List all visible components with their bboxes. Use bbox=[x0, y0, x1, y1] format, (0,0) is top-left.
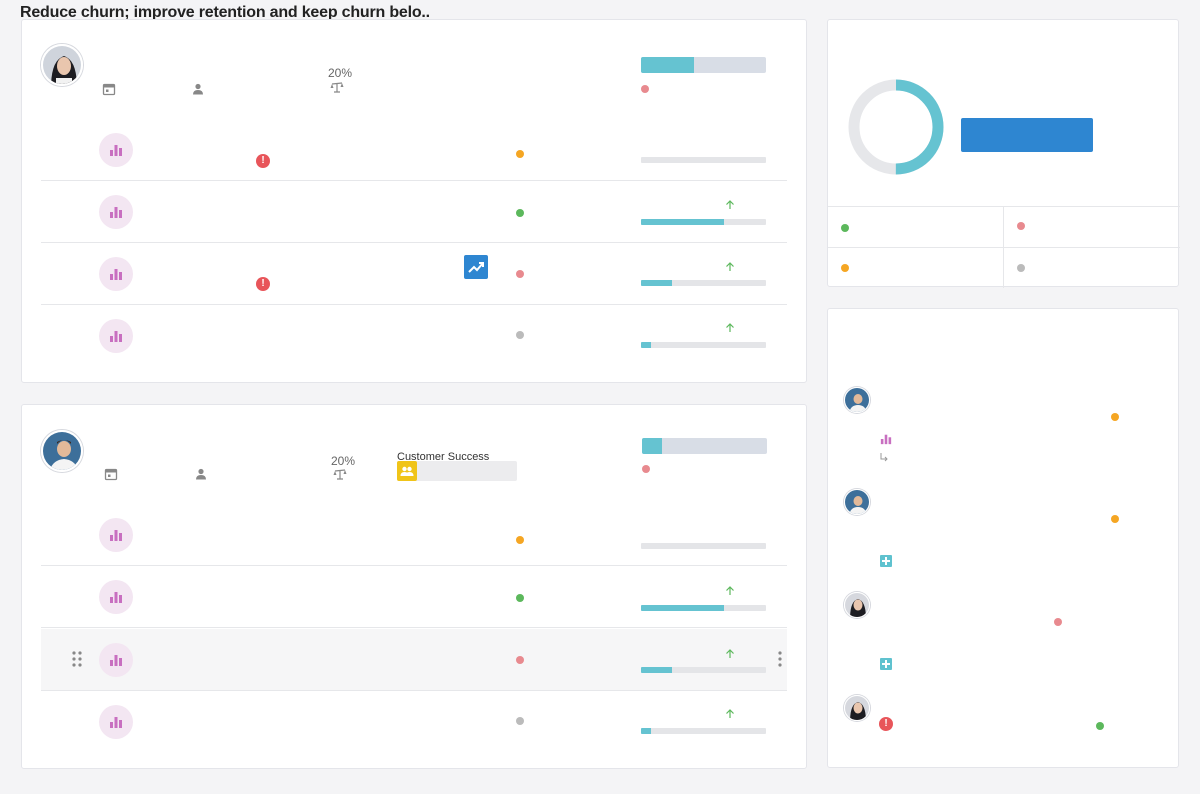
more-menu-icon[interactable] bbox=[778, 651, 782, 667]
reply-arrow-icon bbox=[880, 453, 888, 462]
objective-status-dot bbox=[642, 465, 650, 473]
bar-chart-icon bbox=[99, 319, 133, 353]
kr-progress-bar bbox=[641, 728, 766, 734]
kr-progress-bar bbox=[641, 667, 766, 673]
activity-status-dot bbox=[1111, 413, 1119, 421]
page-title: Reduce churn; improve retention and keep… bbox=[20, 4, 430, 21]
activity-avatar[interactable] bbox=[844, 387, 870, 413]
trend-icon[interactable] bbox=[464, 255, 488, 279]
progress-donut bbox=[848, 79, 944, 175]
team-label: Customer Success bbox=[397, 451, 490, 463]
key-result-row[interactable] bbox=[41, 566, 787, 628]
activity-status-dot bbox=[1111, 515, 1119, 523]
alert-icon[interactable]: ! bbox=[256, 154, 270, 168]
bar-chart-icon bbox=[99, 580, 133, 614]
key-result-row[interactable] bbox=[41, 305, 787, 367]
legend-dot bbox=[1017, 264, 1025, 272]
weight-percent: 20% bbox=[328, 66, 353, 80]
status-dot bbox=[516, 717, 524, 725]
person-icon bbox=[193, 83, 203, 95]
bar-chart-icon bbox=[99, 518, 133, 552]
key-result-row[interactable]: ! bbox=[41, 243, 787, 305]
alert-icon[interactable]: ! bbox=[879, 717, 893, 731]
key-result-row[interactable] bbox=[41, 691, 787, 753]
summary-card bbox=[827, 19, 1180, 288]
key-result-row[interactable] bbox=[41, 504, 787, 566]
status-dot bbox=[516, 150, 524, 158]
bar-chart-icon bbox=[99, 195, 133, 229]
bar-chart-icon bbox=[99, 643, 133, 677]
kr-progress-bar bbox=[641, 157, 766, 163]
owner-avatar[interactable] bbox=[41, 44, 83, 86]
legend-item bbox=[1004, 247, 1180, 288]
weight-percent: 20% bbox=[331, 454, 356, 468]
legend-dot bbox=[1017, 222, 1025, 230]
activity-status-dot bbox=[1096, 722, 1104, 730]
arrow-up-icon bbox=[726, 200, 734, 209]
objective-card: 20% ! ! bbox=[21, 19, 807, 383]
alert-icon[interactable]: ! bbox=[256, 277, 270, 291]
team-pill[interactable] bbox=[397, 461, 517, 481]
objective-progress-bar bbox=[641, 57, 766, 73]
calendar-icon bbox=[104, 468, 118, 481]
arrow-up-icon bbox=[726, 649, 734, 658]
puzzle-icon bbox=[880, 658, 892, 670]
arrow-up-icon bbox=[726, 323, 734, 332]
legend-dot bbox=[841, 224, 849, 232]
objective-progress-bar bbox=[642, 438, 767, 454]
bar-chart-icon bbox=[880, 434, 892, 445]
legend-dot bbox=[841, 264, 849, 272]
status-dot bbox=[516, 331, 524, 339]
objective-card: 20% Customer Success bbox=[21, 404, 807, 769]
bar-chart-icon bbox=[99, 257, 133, 291]
activity-card: ! bbox=[827, 308, 1179, 768]
arrow-up-icon bbox=[726, 586, 734, 595]
activity-avatar[interactable] bbox=[844, 489, 870, 515]
puzzle-icon bbox=[880, 555, 892, 567]
drag-handle-icon[interactable] bbox=[72, 651, 82, 667]
scale-icon bbox=[330, 82, 344, 93]
activity-avatar[interactable] bbox=[844, 592, 870, 618]
bar-chart-icon bbox=[99, 705, 133, 739]
status-dot bbox=[516, 594, 524, 602]
activity-avatar[interactable] bbox=[844, 695, 870, 721]
key-result-row[interactable] bbox=[41, 629, 787, 691]
kr-progress-bar bbox=[641, 543, 766, 549]
kr-progress-bar bbox=[641, 605, 766, 611]
person-icon bbox=[196, 468, 206, 480]
kr-progress-bar bbox=[641, 219, 766, 225]
owner-avatar[interactable] bbox=[41, 430, 83, 472]
team-icon bbox=[397, 461, 417, 481]
bar-chart-icon bbox=[99, 133, 133, 167]
status-dot bbox=[516, 656, 524, 664]
scale-icon bbox=[333, 469, 347, 480]
activity-status-dot bbox=[1054, 618, 1062, 626]
calendar-icon bbox=[102, 83, 116, 96]
kr-progress-bar bbox=[641, 342, 766, 348]
key-result-row[interactable]: ! bbox=[41, 119, 787, 181]
legend-item bbox=[828, 206, 1004, 247]
status-dot bbox=[516, 270, 524, 278]
legend-item bbox=[1004, 206, 1180, 247]
status-dot bbox=[516, 536, 524, 544]
status-dot bbox=[516, 209, 524, 217]
key-result-row[interactable] bbox=[41, 181, 787, 243]
arrow-up-icon bbox=[726, 709, 734, 718]
legend-item bbox=[828, 247, 1004, 288]
objective-status-dot bbox=[641, 85, 649, 93]
arrow-up-icon bbox=[726, 262, 734, 271]
kr-progress-bar bbox=[641, 280, 766, 286]
primary-action-button[interactable] bbox=[961, 118, 1093, 152]
